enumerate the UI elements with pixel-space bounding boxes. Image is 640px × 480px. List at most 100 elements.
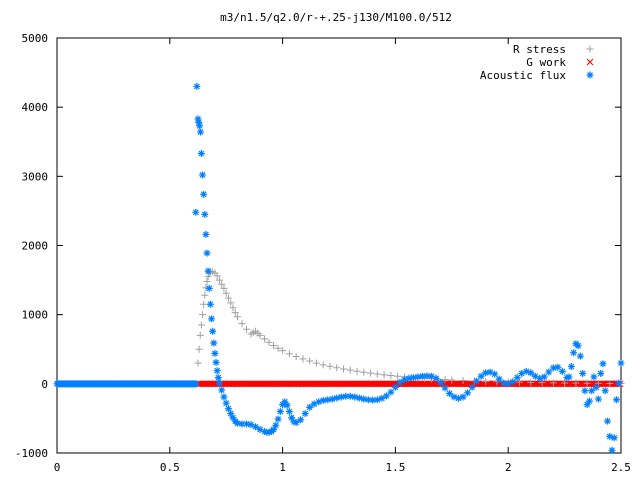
r-stress-point	[319, 361, 327, 369]
acoustic-flux-point	[204, 267, 212, 275]
r-stress-point	[448, 376, 456, 384]
r-stress-point	[387, 372, 395, 380]
y-tick-label: 4000	[22, 101, 49, 114]
r-stress-point	[215, 276, 223, 284]
acoustic-flux-point	[205, 284, 213, 292]
acoustic-flux-point	[212, 358, 220, 366]
acoustic-flux-point	[455, 394, 463, 402]
r-stress-point	[583, 379, 591, 387]
r-stress-point	[222, 289, 230, 297]
acoustic-flux-point	[208, 315, 216, 323]
r-stress-point	[606, 379, 614, 387]
acoustic-flux-point	[196, 122, 204, 130]
acoustic-flux-point	[261, 428, 269, 436]
acoustic-flux-point	[252, 423, 260, 431]
acoustic-flux-point	[558, 367, 566, 375]
r-stress-point	[549, 379, 557, 387]
r-stress-point	[200, 300, 208, 308]
y-tick-label: 2000	[22, 240, 49, 253]
r-stress-point	[243, 325, 251, 333]
r-stress-point	[482, 377, 490, 385]
acoustic-flux-point	[215, 379, 223, 387]
acoustic-flux-point	[369, 396, 377, 404]
r-stress-point	[572, 379, 580, 387]
acoustic-flux-point	[233, 419, 241, 427]
acoustic-flux-point	[437, 378, 445, 386]
acoustic-flux-point	[324, 396, 332, 404]
r-stress-point	[238, 320, 246, 328]
x-tick-label: 0	[54, 461, 61, 474]
chart-marks	[53, 82, 625, 454]
acoustic-flux-point	[265, 428, 273, 436]
acoustic-flux-point	[536, 374, 544, 382]
acoustic-flux-point	[193, 82, 201, 90]
acoustic-flux-point	[581, 387, 589, 395]
acoustic-flux-point	[218, 386, 226, 394]
acoustic-flux-point	[432, 374, 440, 382]
r-stress-point	[306, 357, 314, 365]
r-stress-point	[261, 335, 269, 343]
acoustic-flux-point	[342, 392, 350, 400]
r-stress-point	[380, 371, 388, 379]
acoustic-flux-point	[450, 393, 458, 401]
acoustic-flux-point	[211, 349, 219, 357]
acoustic-flux-point	[382, 392, 390, 400]
acoustic-flux-point	[279, 401, 287, 409]
r-stress-point	[224, 294, 232, 302]
acoustic-flux-point	[576, 352, 584, 360]
acoustic-flux-point	[281, 398, 289, 406]
acoustic-flux-point	[270, 425, 278, 433]
acoustic-flux-point	[594, 395, 602, 403]
acoustic-flux-point	[597, 369, 605, 377]
acoustic-flux-point	[612, 396, 620, 404]
acoustic-flux-point	[337, 393, 345, 401]
r-stress-point	[333, 364, 341, 372]
acoustic-flux-point	[288, 414, 296, 422]
acoustic-flux-point	[274, 415, 282, 423]
acoustic-flux-point	[601, 387, 609, 395]
legend-marker	[586, 58, 594, 66]
acoustic-flux-point	[283, 401, 291, 409]
r-stress-point	[459, 377, 467, 385]
acoustic-flux-point	[213, 367, 221, 375]
r-stress-point	[346, 366, 354, 374]
acoustic-flux-point	[238, 420, 246, 428]
acoustic-flux-point	[482, 369, 490, 377]
acoustic-flux-point	[306, 403, 314, 411]
acoustic-flux-point	[192, 208, 200, 216]
legend-marker	[586, 45, 594, 53]
acoustic-flux-point	[301, 410, 309, 418]
acoustic-flux-point	[285, 408, 293, 415]
acoustic-flux-point	[290, 418, 298, 426]
acoustic-flux-point	[199, 171, 207, 179]
acoustic-flux-point	[527, 369, 535, 377]
acoustic-flux-point	[405, 374, 413, 382]
r-stress-point	[218, 280, 226, 288]
acoustic-flux-point	[195, 118, 203, 126]
acoustic-flux-point	[396, 378, 404, 386]
acoustic-flux-point	[351, 393, 359, 401]
r-stress-point	[561, 379, 569, 387]
y-tick-label: 3000	[22, 170, 49, 183]
plot-frame	[56, 37, 622, 454]
acoustic-flux-point	[606, 432, 614, 440]
acoustic-flux-point	[418, 372, 426, 380]
r-stress-point	[373, 370, 381, 378]
r-stress-point	[274, 344, 282, 352]
acoustic-flux-point	[441, 384, 449, 392]
r-stress-point	[227, 299, 235, 307]
acoustic-flux-point	[247, 421, 255, 429]
r-stress-point	[220, 284, 228, 292]
acoustic-flux-point	[315, 398, 323, 406]
acoustic-flux-point	[196, 128, 204, 136]
acoustic-flux-point	[256, 425, 264, 433]
acoustic-flux-point	[387, 388, 395, 396]
acoustic-flux-point	[504, 380, 512, 388]
acoustic-flux-point	[194, 115, 202, 123]
acoustic-flux-point	[585, 397, 593, 405]
acoustic-flux-point	[500, 379, 508, 387]
acoustic-flux-point	[192, 380, 200, 388]
r-stress-point	[340, 365, 348, 373]
acoustic-flux-point	[468, 383, 476, 391]
